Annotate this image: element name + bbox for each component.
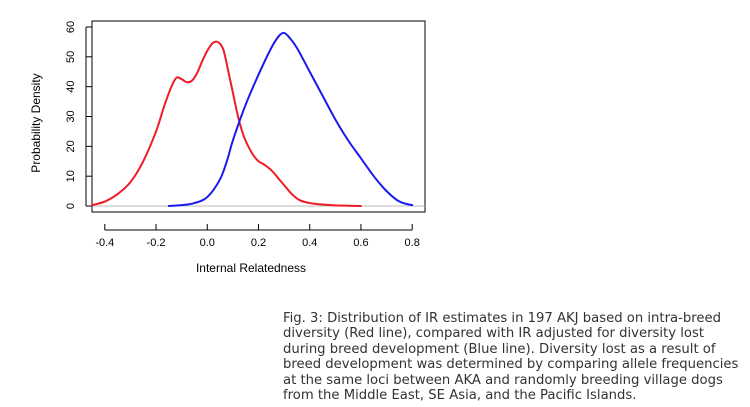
- y-tick-label: 10: [65, 170, 77, 182]
- x-tick-label: -0.4: [95, 237, 114, 249]
- x-tick-label: 0.4: [302, 237, 317, 249]
- series-layer: [91, 31, 425, 208]
- x-tick-label: 0.0: [200, 237, 215, 249]
- x-axis-title: Internal Relatedness: [196, 261, 306, 275]
- y-axis-title: Probability Density: [29, 73, 43, 172]
- x-tick-label: -0.2: [147, 237, 166, 249]
- y-tick-label: 40: [65, 81, 77, 93]
- y-tick-label: 50: [65, 51, 77, 63]
- plot-frame: [91, 20, 426, 213]
- x-tick-label: 0.2: [251, 237, 266, 249]
- y-tick-label: 0: [65, 203, 77, 209]
- y-tick-label: 60: [65, 21, 77, 33]
- y-tick-label: 20: [65, 140, 77, 152]
- y-axis: 0 10 20 30 40 50 60: [65, 21, 92, 209]
- x-axis: -0.4 -0.2 0.0 0.2 0.4 0.6 0.8: [95, 224, 420, 249]
- density-chart: -0.4 -0.2 0.0 0.2 0.4 0.6 0.8 0 10 20 30 40 50 60 In…: [29, 20, 426, 275]
- x-tick-label: 0.8: [405, 237, 420, 249]
- y-tick-label: 30: [65, 110, 77, 122]
- figure-caption: Fig. 3: Distribution of IR estimates in …: [283, 311, 739, 404]
- series-line-red: [91, 40, 362, 208]
- series-line-blue: [167, 31, 414, 208]
- x-tick-label: 0.6: [353, 237, 368, 249]
